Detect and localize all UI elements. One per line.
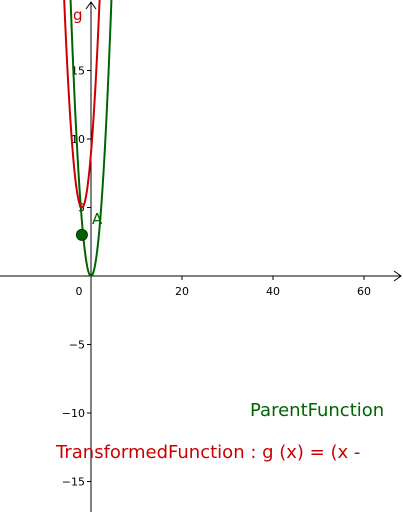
transformed-function-curve[interactable]	[61, 0, 104, 209]
x-tick-label: 0	[76, 285, 83, 298]
point-a[interactable]	[75, 228, 88, 241]
parent-function-curve[interactable]	[67, 0, 114, 278]
y-axis-arrow	[85, 1, 97, 10]
point-a-label: A	[92, 210, 103, 228]
parent-function-annotation: ParentFunction	[250, 400, 384, 421]
x-tick-label: 60	[357, 285, 371, 298]
y-tick-label: 10	[71, 133, 85, 146]
curves	[61, 0, 114, 278]
y-tick-label: −15	[62, 476, 85, 489]
y-tick-label: −10	[62, 407, 85, 420]
y-tick-label: −5	[69, 339, 85, 352]
points	[75, 228, 88, 241]
transformed-function-label: g	[73, 6, 83, 24]
x-axis-arrow	[393, 270, 402, 282]
x-tick-label: 40	[266, 285, 280, 298]
x-tick-label: 20	[175, 285, 189, 298]
transformed-function-annotation: TransformedFunction : g (x) = (x -	[55, 442, 360, 463]
